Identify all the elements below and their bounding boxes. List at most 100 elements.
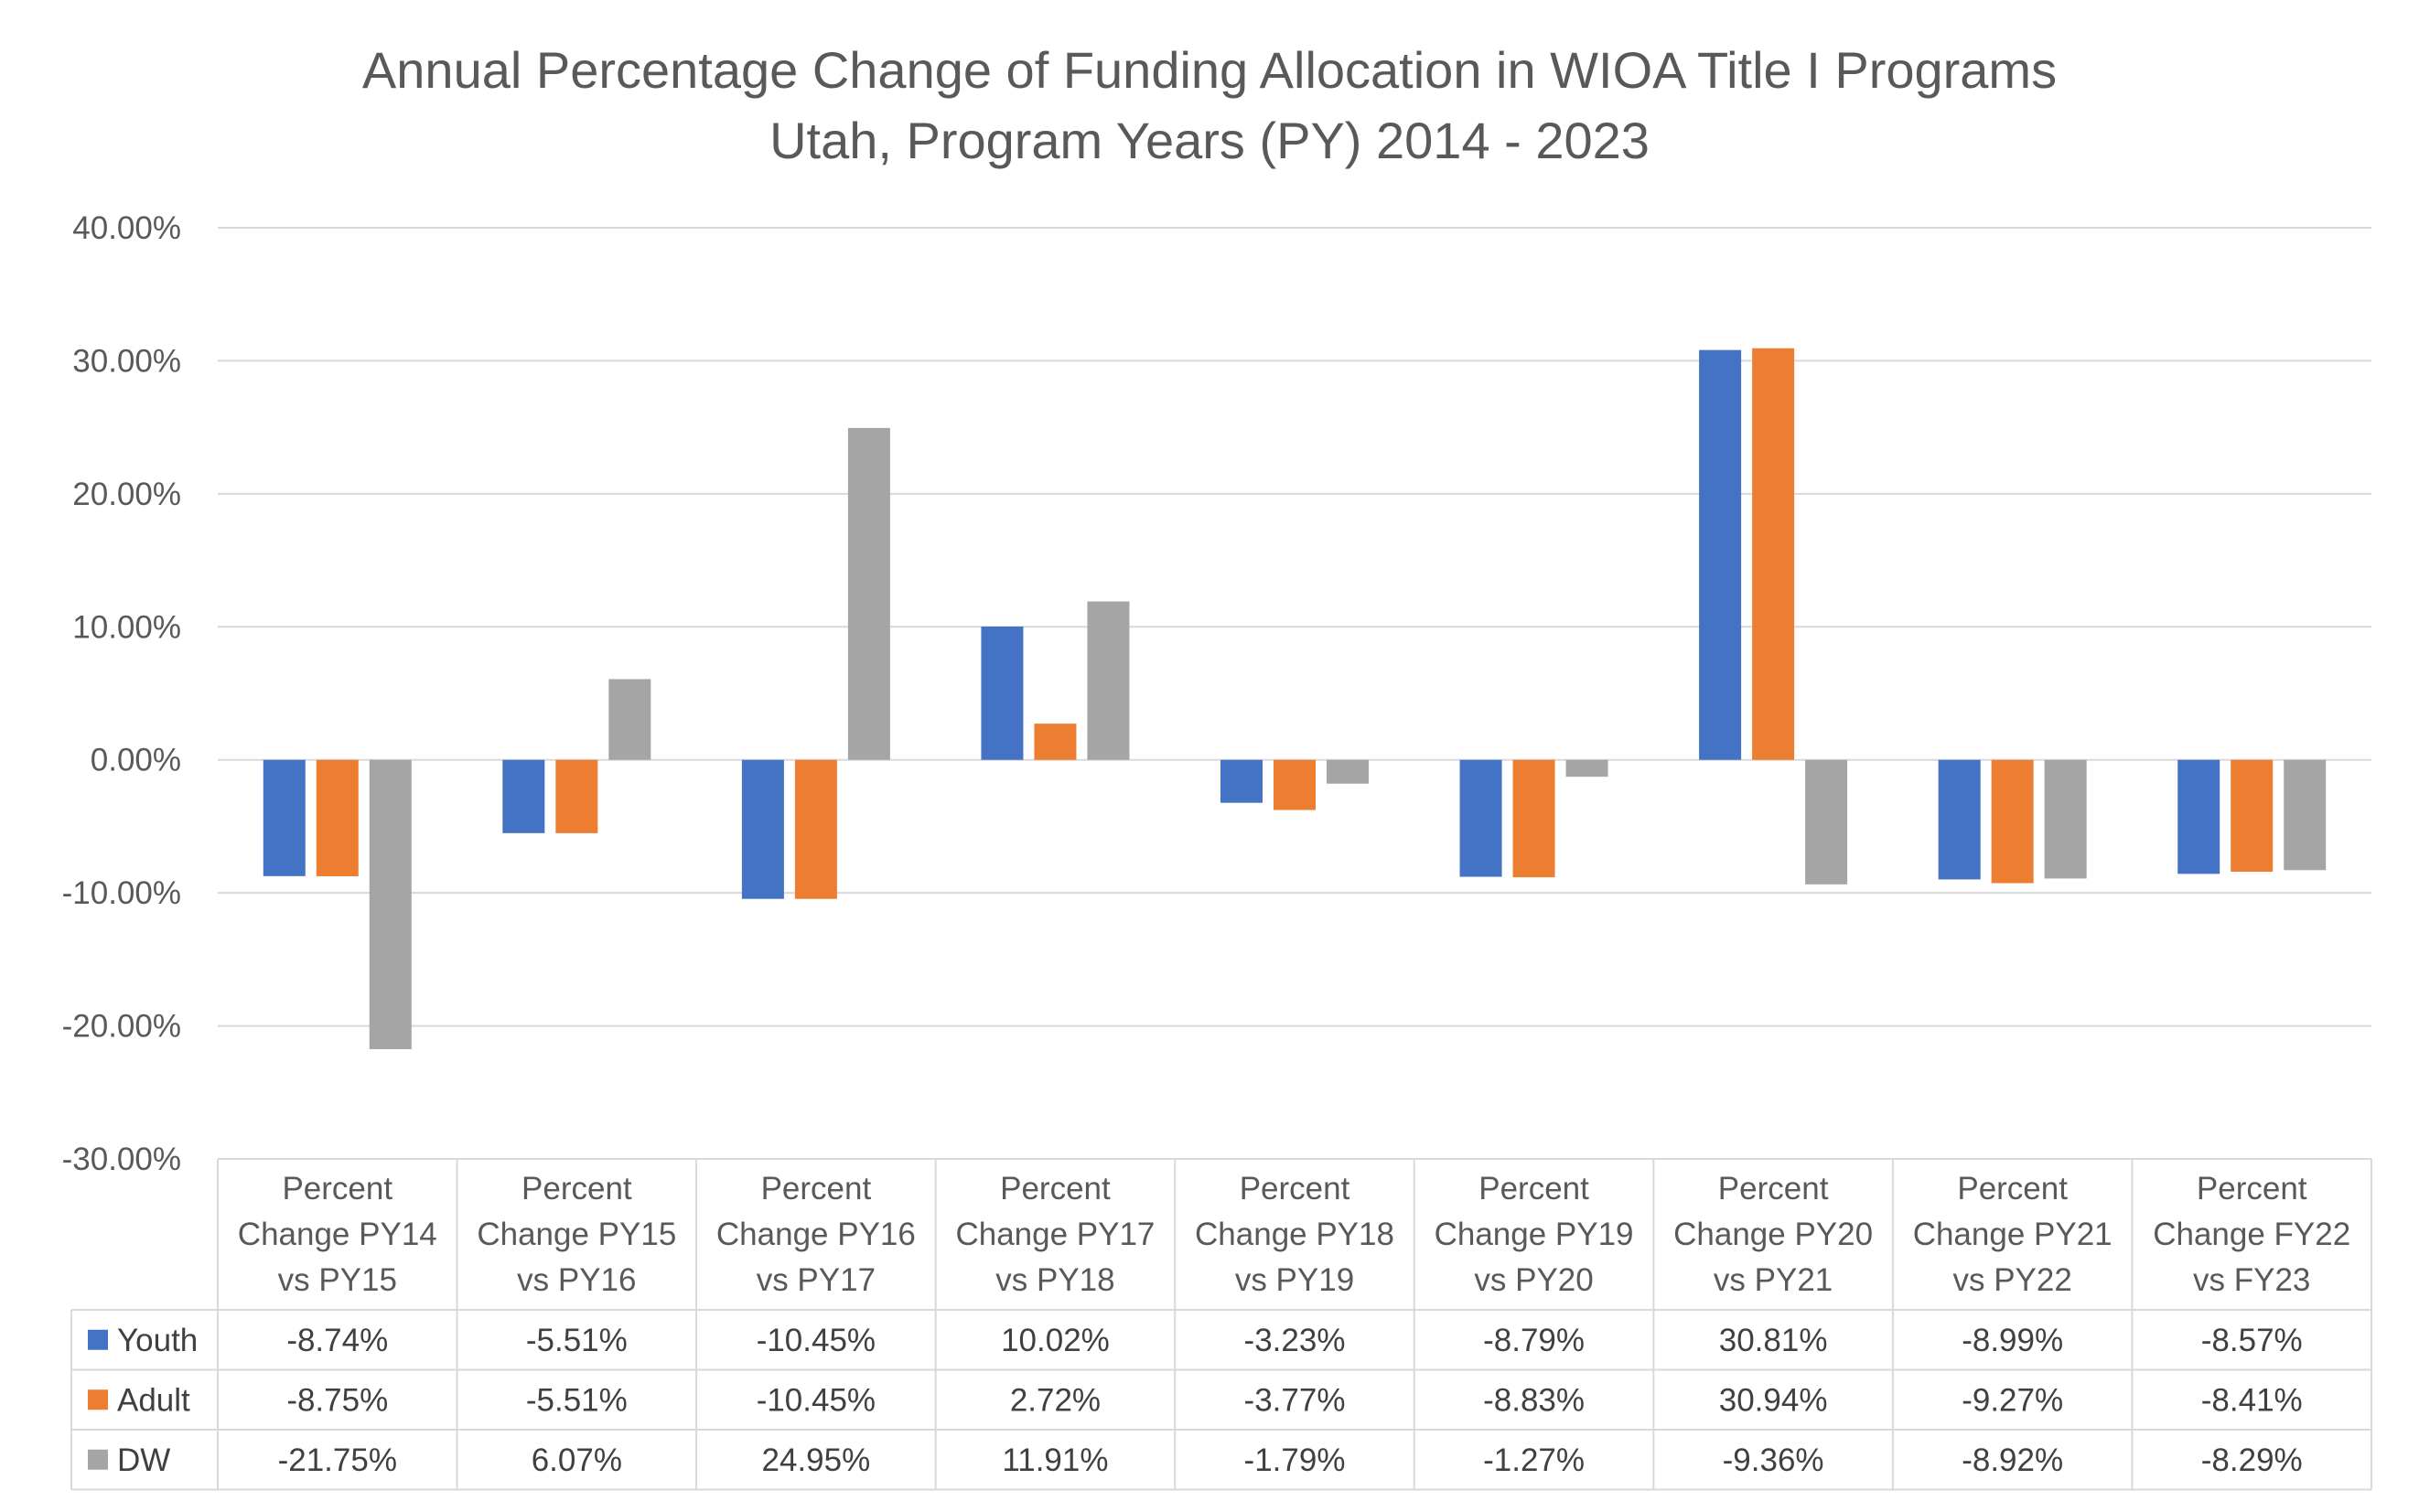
y-tick-label: 0.00% [91,743,181,778]
category-label: Change PY17 [955,1217,1155,1252]
bar-youth [1220,759,1263,803]
bar-dw [1565,759,1608,777]
category-label: vs PY18 [995,1262,1114,1298]
bar-dw [847,427,890,760]
data-label: -8.29% [2201,1442,2303,1478]
data-label: 2.72% [1010,1382,1101,1418]
data-label: -9.27% [1962,1382,2063,1418]
bar-youth [1938,759,1981,880]
data-label: 24.95% [762,1442,871,1478]
bar-dw [369,759,412,1050]
chart-title: Annual Percentage Change of Funding Allo… [362,41,2057,99]
data-label: 30.94% [1719,1382,1828,1418]
bar-adult [316,759,359,876]
gridlines [218,227,2371,1160]
data-label: -21.75% [278,1442,397,1478]
data-label: 6.07% [532,1442,622,1478]
bar-adult [1512,759,1555,878]
data-label: -5.51% [526,1323,628,1358]
y-tick-label: -10.00% [62,875,181,911]
y-tick-label: 30.00% [72,343,181,379]
category-label: vs PY20 [1474,1262,1593,1298]
data-label: -8.57% [2201,1323,2303,1358]
category-label: Change PY14 [238,1217,437,1252]
y-tick-label: -20.00% [62,1009,181,1045]
legend-label: DW [117,1442,170,1478]
bar-adult [555,759,598,833]
bar-youth [1459,759,1502,877]
data-label: 11.91% [1002,1442,1108,1478]
bar-dw [1087,601,1130,760]
category-label: Change PY18 [1195,1217,1394,1252]
category-label: Percent [282,1171,392,1206]
legend-key-dw [88,1449,108,1470]
bars [263,348,2327,1050]
data-label: -8.74% [286,1323,388,1358]
data-label: -8.83% [1483,1382,1585,1418]
category-label: Percent [1000,1171,1111,1206]
category-label: vs PY21 [1714,1262,1833,1298]
category-label: Percent [1478,1171,1589,1206]
bar-dw [1327,759,1369,784]
bar-youth [2177,759,2220,874]
bar-adult [794,759,837,899]
category-label: Percent [1240,1171,1350,1206]
y-tick-label: 20.00% [72,477,181,512]
bar-adult [1274,759,1316,810]
category-label: vs PY15 [278,1262,397,1298]
bar-adult [1034,724,1077,760]
bar-dw [608,679,651,760]
bar-youth [263,759,306,876]
data-label: 30.81% [1719,1323,1828,1358]
data-label: -10.45% [757,1382,876,1418]
bar-dw [2284,759,2327,871]
data-label: -9.36% [1723,1442,1824,1478]
category-label: Percent [2197,1171,2307,1206]
category-label: vs PY17 [757,1262,876,1298]
data-label: -1.27% [1483,1442,1585,1478]
bar-dw [1805,759,1848,885]
y-tick-label: 40.00% [72,210,181,246]
bar-youth [741,759,784,899]
bar-adult [2231,759,2274,873]
y-tick-label: -30.00% [62,1142,181,1177]
category-label: Change PY19 [1435,1217,1634,1252]
category-label: vs PY16 [517,1262,636,1298]
data-label: 10.02% [1001,1323,1110,1358]
legend-key-youth [88,1329,108,1350]
bar-youth [981,626,1024,760]
category-label: Percent [1957,1171,2068,1206]
category-label: Percent [1718,1171,1829,1206]
data-label: -8.75% [286,1382,388,1418]
data-label: -1.79% [1244,1442,1346,1478]
data-label: -8.41% [2201,1382,2303,1418]
legend-key-adult [88,1389,108,1410]
data-label: -3.23% [1244,1323,1346,1358]
y-axis-tick-labels: 40.00% 30.00% 20.00% 10.00% 0.00% -10.00% -20.… [62,210,181,1177]
bar-dw [2044,759,2087,879]
data-label: -8.79% [1483,1323,1585,1358]
data-label: -8.92% [1962,1442,2063,1478]
data-label: -8.99% [1962,1323,2063,1358]
legend-label: Youth [117,1323,198,1358]
y-tick-label: 10.00% [72,609,181,645]
data-label: -3.77% [1244,1382,1346,1418]
bar-youth [502,759,545,833]
category-label: Change PY15 [477,1217,676,1252]
bar-youth [1699,349,1742,760]
legend-label: Adult [117,1382,190,1418]
category-label: Change PY20 [1673,1217,1873,1252]
category-label: Percent [761,1171,872,1206]
data-table: Percent Change PY14 vs PY15 Percent Change P… [70,1158,2372,1491]
data-label: -10.45% [757,1323,876,1358]
bar-adult [1991,759,2034,884]
category-label: vs FY23 [2193,1262,2310,1298]
category-label: Change PY21 [1913,1217,2113,1252]
category-label: Change PY16 [716,1217,916,1252]
chart-subtitle: Utah, Program Years (PY) 2014 - 2023 [769,112,1650,169]
category-label: vs PY19 [1235,1262,1354,1298]
bar-adult [1752,348,1795,760]
category-label: vs PY22 [1952,1262,2071,1298]
